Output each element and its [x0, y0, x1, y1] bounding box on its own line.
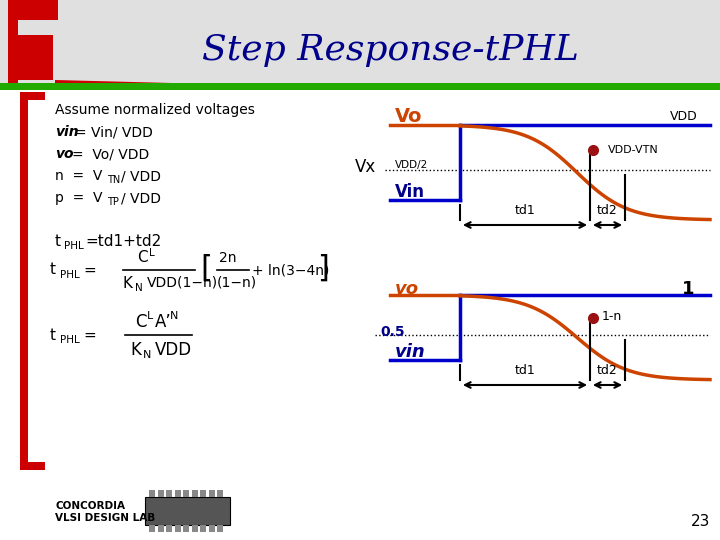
Text: vo: vo: [395, 280, 419, 298]
Text: t: t: [50, 327, 56, 342]
Bar: [8, 0, 18, 85]
Text: 23: 23: [690, 515, 710, 530]
Text: [: [: [200, 253, 212, 282]
Text: VDD: VDD: [155, 341, 192, 359]
Text: / VDD: / VDD: [121, 169, 161, 183]
Bar: [145, 497, 230, 525]
Bar: [183, 525, 189, 532]
Polygon shape: [55, 80, 250, 85]
Bar: [174, 490, 181, 497]
Text: TP: TP: [107, 197, 119, 207]
Text: N: N: [170, 311, 179, 321]
Bar: [183, 490, 189, 497]
Text: N: N: [135, 283, 143, 293]
Text: td1: td1: [515, 364, 536, 377]
Text: n  =  V: n = V: [55, 169, 102, 183]
Bar: [0, 83, 720, 90]
Bar: [149, 490, 155, 497]
Bar: [8, 35, 53, 80]
Bar: [217, 525, 223, 532]
Text: PHL: PHL: [60, 270, 80, 280]
Text: ]: ]: [317, 253, 329, 282]
Text: t: t: [50, 262, 56, 278]
Text: td1: td1: [515, 204, 536, 217]
Text: PHL: PHL: [64, 241, 84, 251]
Text: 1: 1: [682, 280, 695, 298]
Bar: [20, 95, 28, 470]
Bar: [209, 525, 215, 532]
Text: td2: td2: [597, 204, 618, 217]
Text: VDD: VDD: [670, 111, 698, 124]
Text: vin: vin: [395, 343, 426, 361]
Text: K: K: [130, 341, 141, 359]
Bar: [158, 525, 163, 532]
Text: (1−n): (1−n): [217, 276, 257, 290]
Text: N: N: [143, 350, 151, 360]
Text: = Vin/ VDD: = Vin/ VDD: [75, 125, 153, 139]
Text: C: C: [137, 251, 148, 266]
Text: C: C: [135, 313, 146, 331]
Text: CONCORDIA
VLSI DESIGN LAB: CONCORDIA VLSI DESIGN LAB: [55, 501, 156, 523]
Text: Vx: Vx: [355, 158, 377, 176]
Text: =  Vo/ VDD: = Vo/ VDD: [72, 147, 149, 161]
Bar: [209, 490, 215, 497]
Bar: [20, 92, 45, 100]
Text: VDD-VTN: VDD-VTN: [608, 145, 659, 155]
Bar: [149, 525, 155, 532]
Text: L: L: [149, 248, 155, 258]
Text: TN: TN: [107, 175, 120, 185]
Text: L: L: [147, 311, 153, 321]
Text: vo: vo: [55, 147, 73, 161]
Bar: [166, 525, 172, 532]
Text: VDD(1−n): VDD(1−n): [147, 276, 218, 290]
Text: =td1+td2: =td1+td2: [85, 234, 161, 249]
Text: Vo: Vo: [395, 107, 423, 126]
Bar: [217, 490, 223, 497]
Bar: [174, 525, 181, 532]
Text: =: =: [83, 327, 96, 342]
Text: Vin: Vin: [395, 183, 425, 201]
Bar: [8, 0, 58, 20]
Text: td2: td2: [597, 364, 618, 377]
Text: PHL: PHL: [60, 335, 80, 345]
Text: K: K: [123, 275, 133, 291]
Text: =: =: [83, 262, 96, 278]
Bar: [158, 490, 163, 497]
Text: 0.5: 0.5: [380, 325, 405, 339]
Text: 1-n: 1-n: [602, 309, 622, 322]
Bar: [200, 490, 206, 497]
Text: + ln(3−4n): + ln(3−4n): [252, 263, 329, 277]
Bar: [20, 462, 45, 470]
Text: Assume normalized voltages: Assume normalized voltages: [55, 103, 255, 117]
Text: Step Response-tPHL: Step Response-tPHL: [202, 33, 578, 67]
Bar: [166, 490, 172, 497]
Text: 2n: 2n: [219, 251, 236, 265]
Bar: [192, 525, 197, 532]
Text: A’: A’: [155, 313, 172, 331]
Bar: [0, 0, 720, 85]
Text: VDD/2: VDD/2: [395, 160, 428, 170]
Text: t: t: [55, 234, 61, 249]
Text: p  =  V: p = V: [55, 191, 102, 205]
Text: / VDD: / VDD: [121, 191, 161, 205]
Bar: [200, 525, 206, 532]
Bar: [192, 490, 197, 497]
Text: vin: vin: [55, 125, 78, 139]
